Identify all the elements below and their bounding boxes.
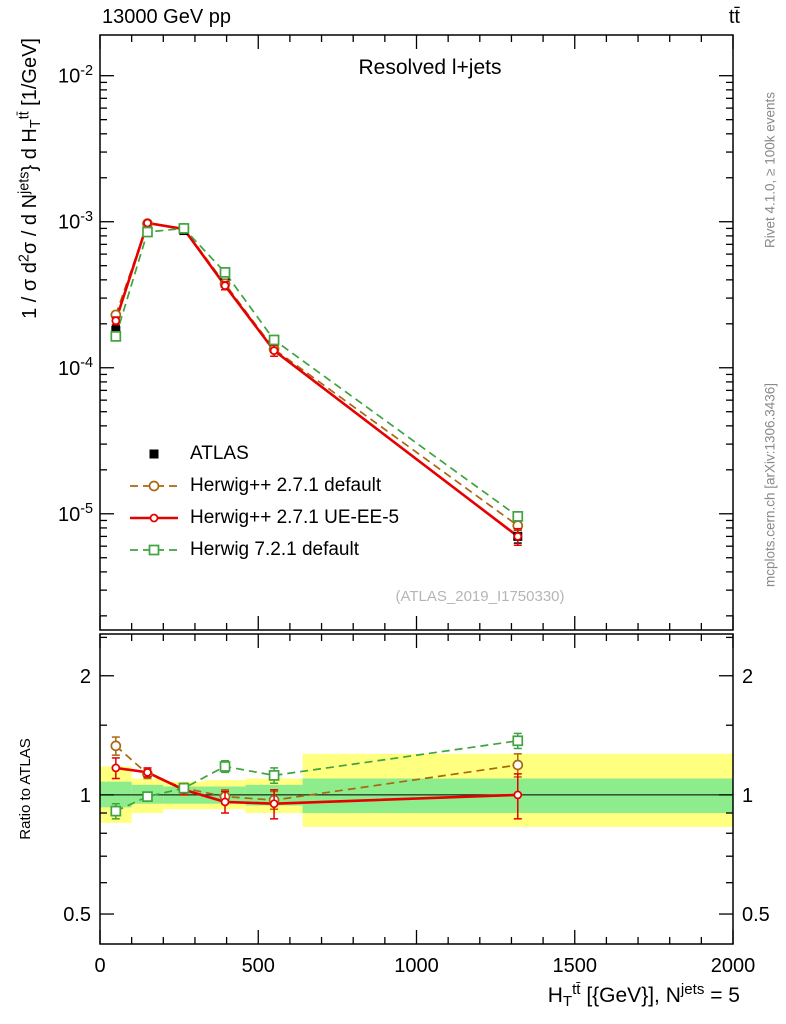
ratio-series	[110, 732, 524, 820]
y-axis-title: 1 / σ d2σ / d Njets} d HTtt̄ [1/GeV]	[16, 38, 44, 319]
legend-label-herwigpp-271-ueee5: Herwig++ 2.7.1 UE-EE-5	[190, 507, 400, 528]
legend-label-herwigpp-271-default: Herwig++ 2.7.1 default	[190, 475, 382, 496]
svg-text:10-2: 10-2	[58, 63, 93, 88]
ratio-line-herwigpp-271-default	[115, 745, 518, 801]
legend-marker-atlas	[149, 449, 159, 459]
x-axis-title: HTtt̄ [{GeV}], Njets = 5	[548, 981, 740, 1010]
legend-item-atlas: ATLAS	[128, 443, 399, 464]
svg-text:0.5: 0.5	[742, 904, 770, 926]
legend-marker-herwig-721-default	[130, 544, 178, 556]
svg-text:0.5: 0.5	[63, 904, 91, 926]
legend-label-atlas: ATLAS	[190, 443, 249, 464]
series-line-herwig-721-default	[114, 227, 519, 518]
rivet-version-label: Rivet 4.1.0, ≥ 100k events	[762, 92, 778, 248]
ratio-panel-frame	[99, 633, 734, 945]
legend-item-herwigpp-271-default: Herwig++ 2.7.1 default	[128, 475, 399, 496]
main-panel-frame	[99, 34, 734, 631]
axis-ticks	[99, 35, 734, 944]
ratio-points-herwigpp-271-ueee5	[111, 757, 523, 820]
legend-item-herwigpp-271-ueee5: Herwig++ 2.7.1 UE-EE-5	[128, 507, 400, 528]
ratio-axis-title: Ratio to ATLAS	[17, 738, 34, 839]
svg-text:2: 2	[80, 666, 91, 688]
legend-label-herwig-721-default: Herwig 7.2.1 default	[190, 539, 359, 560]
legend-marker-herwigpp-271-default	[130, 480, 178, 492]
process-label: tt̄	[728, 6, 740, 28]
ratio-line-herwigpp-271-ueee5	[115, 766, 518, 806]
legend-marker-herwigpp-271-ueee5	[130, 513, 178, 523]
svg-text:1: 1	[742, 785, 753, 807]
legend-item-herwig-721-default: Herwig 7.2.1 default	[128, 539, 399, 560]
analysis-id-watermark: (ATLAS_2019_I1750330)	[395, 588, 565, 605]
ratio-points-herwig-721-default	[110, 732, 524, 820]
svg-text:10-4: 10-4	[58, 355, 93, 380]
legend: ATLAS Herwig++ 2.7.1 default Herwig++ 2.7.…	[128, 443, 400, 560]
svg-text:2: 2	[742, 666, 753, 688]
svg-text:1: 1	[80, 785, 91, 807]
beam-energy-label: 13000 GeV pp	[102, 6, 231, 28]
svg-text:0: 0	[94, 955, 105, 977]
svg-text:1500: 1500	[553, 955, 598, 977]
series-line-herwigpp-271-ueee5	[114, 221, 519, 538]
svg-text:10-5: 10-5	[58, 501, 93, 526]
axis-tick-labels: 10-2 10-3 10-4 10-5 0.5 0.5 1 1 2 2 0 500 1000 1500 20…	[58, 63, 770, 977]
plot-title: Resolved l+jets	[358, 56, 502, 79]
svg-text:500: 500	[242, 955, 275, 977]
series-points-herwig-721-default	[110, 223, 524, 522]
svg-text:10-3: 10-3	[58, 209, 93, 234]
svg-text:2000: 2000	[711, 955, 756, 977]
svg-text:1000: 1000	[394, 955, 439, 977]
mcplots-credit-label: mcplots.cern.ch [arXiv:1306.3436]	[762, 382, 778, 588]
main-series	[110, 218, 524, 546]
